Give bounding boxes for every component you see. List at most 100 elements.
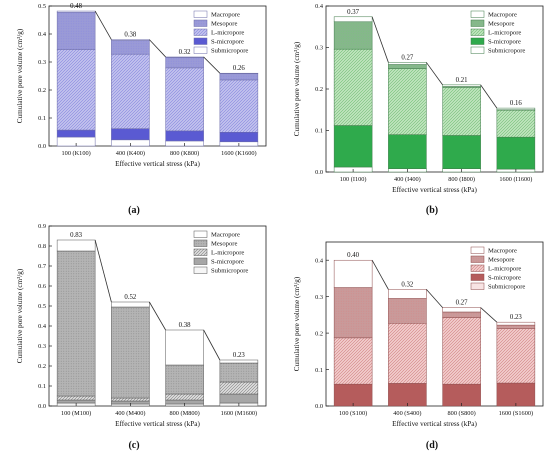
connector-line	[203, 329, 221, 361]
bar-total-label: 0.37	[347, 9, 359, 16]
bar-total-label: 0.83	[70, 232, 82, 239]
bar-segment-s-micropore	[56, 399, 96, 404]
y-tick-label: 0.8	[38, 243, 46, 250]
legend-swatch-macropore	[470, 246, 485, 254]
bar-segment-macropore	[442, 307, 481, 313]
legend: Macropore Mesopore L-micropore S-micropore S…	[193, 10, 248, 55]
legend-label: Macropore	[488, 12, 517, 19]
bar-segment-macropore	[388, 62, 427, 65]
bar-segment-mesopore	[219, 73, 259, 81]
legend-label: Macropore	[211, 12, 240, 19]
bar-segment-l-micropore	[56, 395, 96, 401]
legend-swatch-mesopore	[470, 19, 485, 27]
bar-segment-s-micropore	[442, 135, 481, 169]
bar-segment-l-micropore	[219, 381, 259, 395]
bar-total-label: 0.26	[233, 65, 245, 72]
y-tick-label: 0.5	[38, 303, 46, 310]
bar-segment-mesopore	[111, 40, 150, 55]
y-tick-label: 0.2	[38, 87, 46, 94]
bar-segment-macropore	[111, 301, 150, 308]
bar-segment-macropore	[442, 84, 481, 87]
legend-label: S-micropore	[211, 259, 244, 266]
connector-line	[426, 62, 443, 86]
legend-label: S-micropore	[488, 275, 521, 282]
bar-segment-macropore	[56, 239, 96, 252]
bar-segment-mesopore	[333, 21, 373, 50]
bar-segment-s-micropore	[165, 130, 204, 142]
legend-label: Mesopore	[211, 21, 237, 28]
y-tick-label: 0.0	[38, 403, 46, 410]
x-tick-label: 800 (S800)	[448, 410, 476, 417]
y-tick-label: 0.7	[38, 263, 46, 270]
connector-line	[480, 307, 498, 323]
x-axis-title: Effective vertical stress (kPa)	[115, 160, 200, 168]
x-tick-label: 400 (I400)	[394, 176, 421, 183]
legend-swatch-mesopore	[193, 19, 208, 27]
x-tick-label: 100 (K100)	[62, 150, 91, 157]
legend-swatch-submicropore	[193, 46, 208, 54]
y-tick-label: 0.0	[38, 143, 46, 150]
legend-swatch-l-micropore	[193, 28, 208, 36]
connector-line	[203, 56, 221, 74]
bar-segment-l-micropore	[442, 87, 481, 136]
legend-swatch-submicropore	[193, 266, 208, 274]
chart-panel-1: 0.0 0.1 0.2 0.3 0.4 0.5 100 (K100) 0.48 400 (K40…	[16, 3, 267, 216]
legend-swatch-submicropore	[470, 282, 485, 290]
legend-swatch-s-micropore	[193, 37, 208, 45]
bar-segment-l-micropore	[111, 53, 150, 129]
legend-label: Submicropore	[488, 284, 525, 291]
bar-segment-mesopore	[56, 250, 96, 397]
chart-panel-2: 0.0 0.1 0.2 0.3 0.4 100 (I100) 0.37 400 (I400) 0…	[293, 3, 544, 216]
y-tick-label: 0.3	[38, 343, 46, 350]
plot-frame	[325, 241, 544, 407]
x-tick-label: 400 (M400)	[115, 410, 145, 417]
bar-total-label: 0.48	[70, 3, 82, 10]
y-axis-title: Cumulative pore volume (cm³/g)	[293, 276, 301, 371]
x-axis-title: Effective vertical stress (kPa)	[392, 186, 477, 194]
bar-segment-s-micropore	[496, 136, 536, 170]
bar-segment-l-micropore	[333, 48, 373, 126]
legend-label: Mesopore	[488, 257, 514, 264]
x-tick-label: 1600 (S1600)	[499, 410, 533, 417]
bar-segment-macropore	[111, 39, 150, 41]
connector-line	[94, 239, 112, 303]
bar-segment-s-micropore	[388, 134, 427, 169]
legend-swatch-l-micropore	[470, 264, 485, 272]
y-tick-label: 0.0	[315, 403, 323, 410]
bar-segment-s-micropore	[388, 383, 427, 407]
bar-segment-l-micropore	[496, 109, 536, 138]
x-tick-label: 1600 (K1600)	[221, 150, 257, 157]
bar-segment-macropore	[165, 56, 204, 58]
bar-segment-mesopore	[442, 311, 481, 318]
x-axis-title: Effective vertical stress (kPa)	[115, 420, 200, 428]
bar-segment-macropore	[496, 107, 536, 110]
bar-segment-macropore	[496, 321, 536, 326]
bar-segment-mesopore	[333, 287, 373, 339]
legend-swatch-s-micropore	[470, 273, 485, 281]
bar-segment-l-micropore	[165, 67, 204, 132]
legend-swatch-macropore	[470, 10, 485, 18]
y-tick-label: 0.2	[38, 363, 46, 370]
legend-label: L-micropore	[488, 266, 521, 273]
x-tick-label: 800 (I800)	[448, 176, 475, 183]
x-tick-label: 100 (S100)	[339, 410, 367, 417]
legend-label: L-micropore	[211, 250, 244, 257]
y-tick-label: 0.9	[38, 223, 46, 230]
legend-label: S-micropore	[211, 39, 244, 46]
bar-segment-l-micropore	[388, 323, 427, 384]
y-tick-label: 0.3	[315, 45, 323, 52]
bar-segment-macropore	[219, 359, 259, 364]
legend-swatch-l-micropore	[470, 28, 485, 36]
legend-swatch-s-micropore	[470, 37, 485, 45]
bar-segment-mesopore	[111, 306, 150, 399]
bar-total-label: 0.21	[456, 77, 468, 84]
y-axis-title: Cumulative pore volume (cm³/g)	[293, 41, 301, 136]
x-tick-label: 800 (M800)	[169, 410, 199, 417]
bar-segment-s-micropore	[333, 125, 373, 168]
bar-total-label: 0.52	[124, 294, 136, 301]
bar-segment-s-micropore	[219, 393, 259, 404]
y-tick-label: 0.0	[315, 169, 323, 176]
bar-segment-mesopore	[388, 298, 427, 324]
bar-total-label: 0.23	[510, 314, 522, 321]
